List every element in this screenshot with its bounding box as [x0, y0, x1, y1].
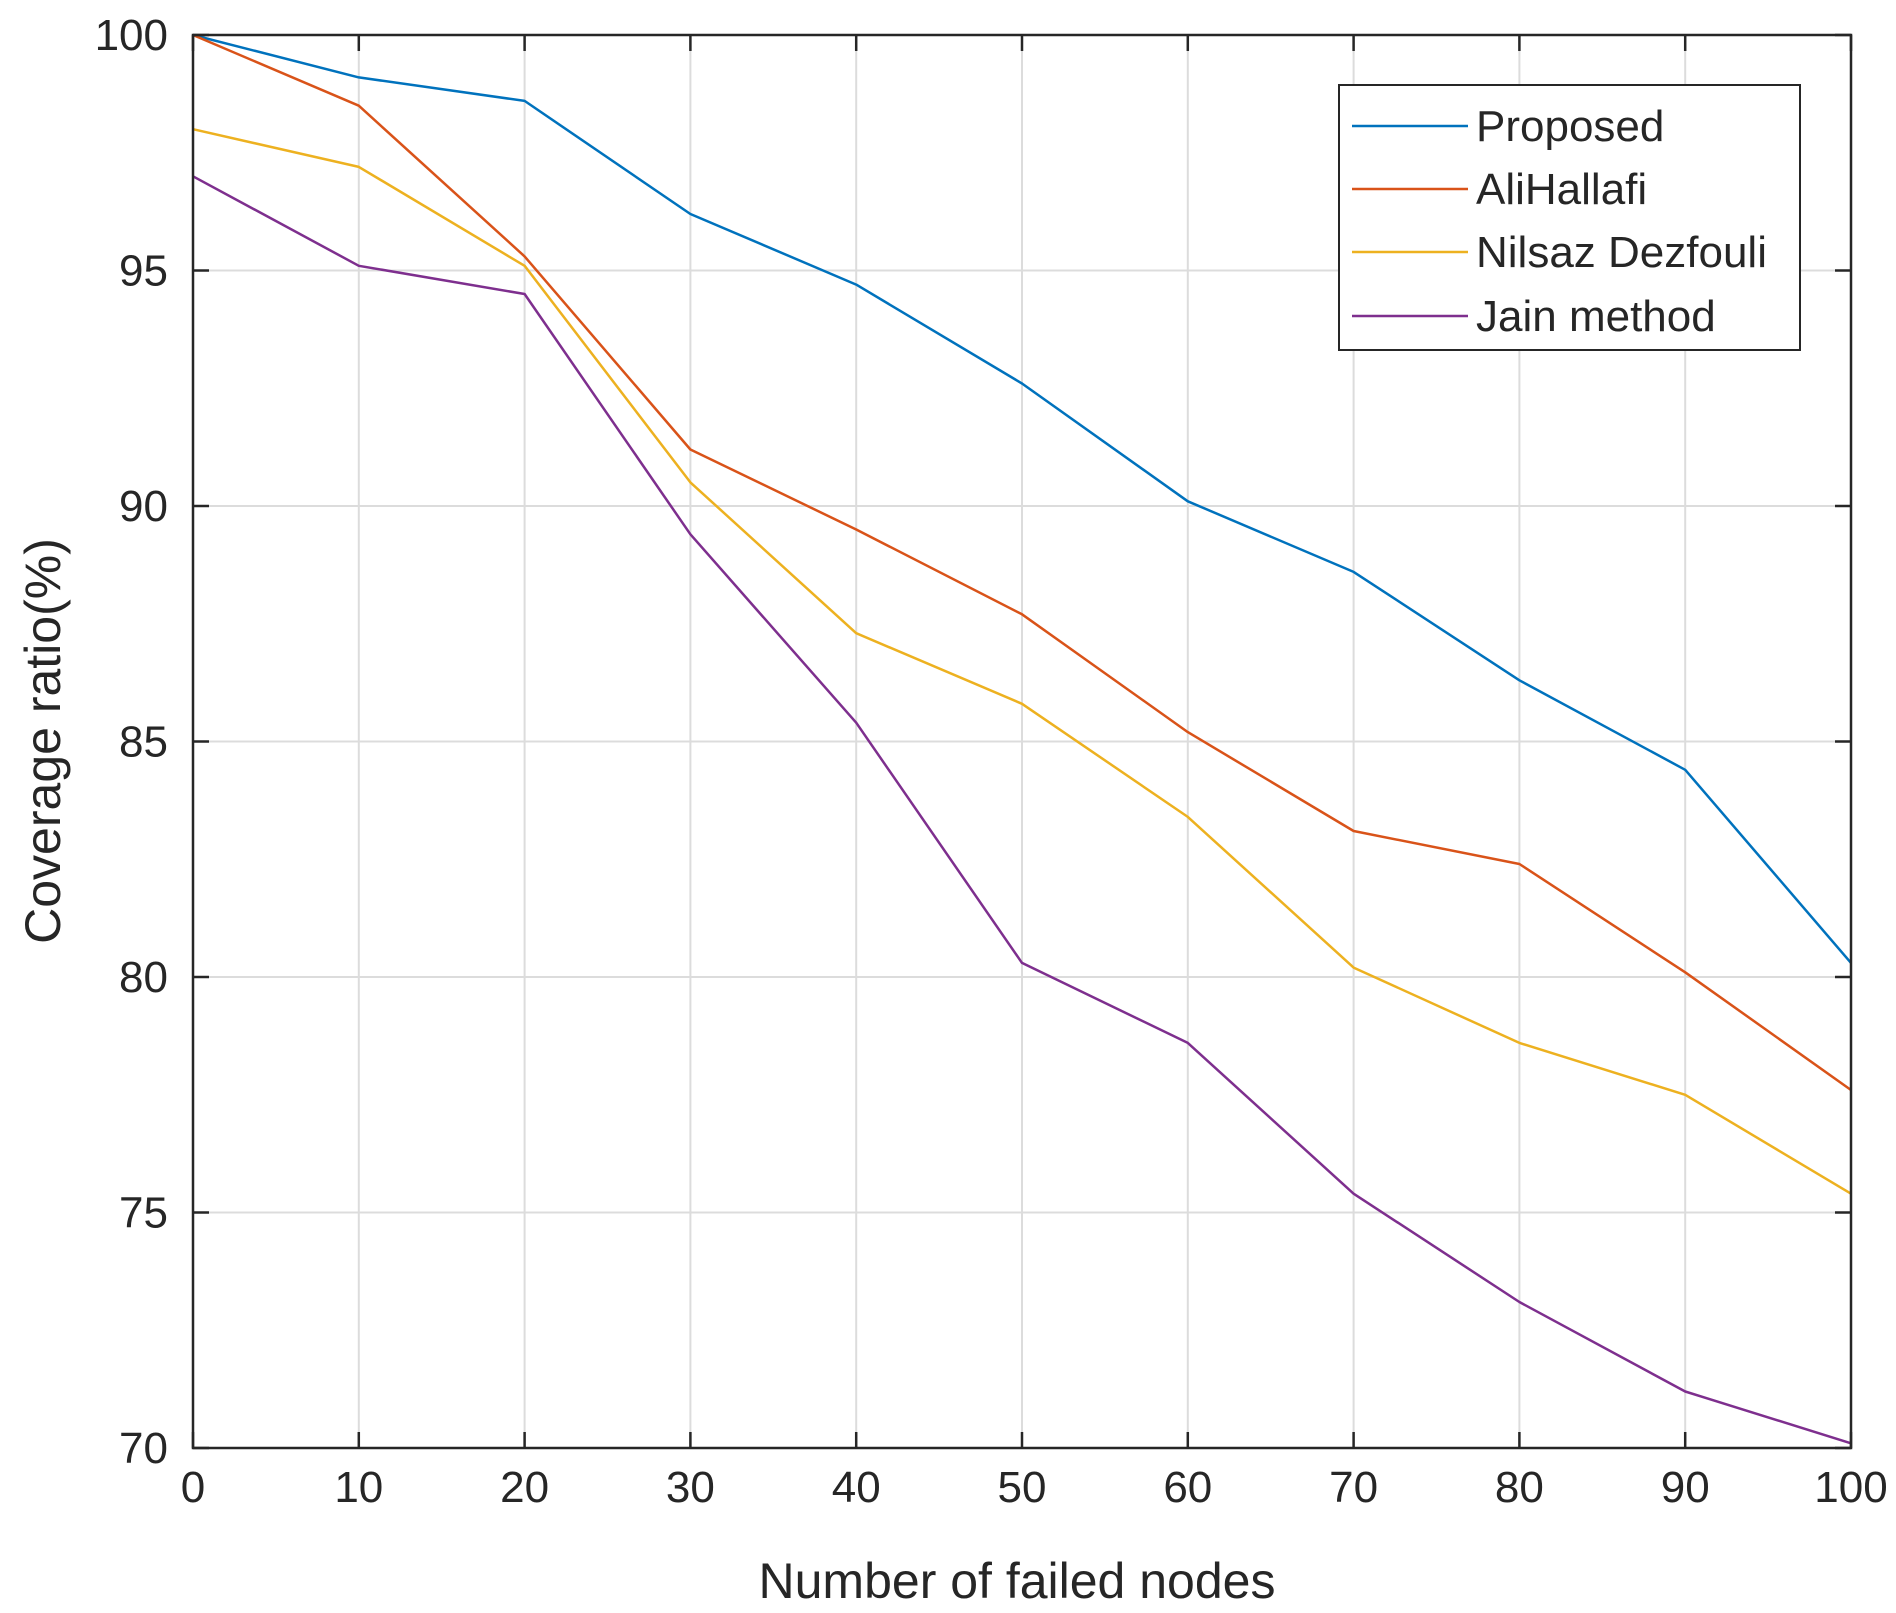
- legend-label-nilsaz-dezfouli: Nilsaz Dezfouli: [1476, 228, 1767, 277]
- legend-label-alihallafi: AliHallafi: [1476, 165, 1647, 214]
- x-tick-label: 10: [334, 1463, 383, 1512]
- legend-box: [1338, 84, 1801, 351]
- x-tick-label: 40: [832, 1463, 881, 1512]
- series-line-alihallafi: [192, 33, 1852, 1092]
- y-axis-label: Coverage ratio(%): [15, 538, 71, 944]
- x-tick-label: 90: [1661, 1463, 1710, 1512]
- x-tick-label: 20: [500, 1463, 549, 1512]
- series-line-jain-method: [192, 175, 1852, 1445]
- tick-marks: [191, 33, 1853, 1450]
- y-tick-label: 90: [119, 482, 168, 531]
- x-tick-label: 60: [1163, 1463, 1212, 1512]
- y-tick-label: 80: [119, 953, 168, 1002]
- y-tick-label: 95: [119, 247, 168, 296]
- series-line-nilsaz-dezfouli: [192, 127, 1852, 1195]
- x-tick-label: 50: [998, 1463, 1047, 1512]
- x-tick-label: 80: [1495, 1463, 1544, 1512]
- y-tick-label: 100: [95, 11, 168, 60]
- x-axis-label: Number of failed nodes: [759, 1553, 1276, 1609]
- x-tick-label: 30: [666, 1463, 715, 1512]
- series-group: [192, 33, 1852, 1445]
- legend-label-proposed: Proposed: [1476, 102, 1664, 151]
- y-tick-label: 85: [119, 718, 168, 767]
- x-tick-labels: 0 10 20 30 40 50 60 70 80 90 100: [181, 1463, 1888, 1512]
- x-tick-label: 70: [1329, 1463, 1378, 1512]
- y-tick-label: 75: [119, 1189, 168, 1238]
- x-tick-label: 0: [181, 1463, 205, 1512]
- x-tick-label: 100: [1814, 1463, 1887, 1512]
- y-tick-labels: 70 75 80 85 90 95 100: [95, 11, 168, 1473]
- y-tick-label: 70: [119, 1424, 168, 1473]
- legend: Proposed AliHallafi Nilsaz Dezfouli Jain me…: [1338, 84, 1801, 351]
- legend-label-jain-method: Jain method: [1476, 292, 1716, 341]
- series-line-proposed: [192, 33, 1852, 964]
